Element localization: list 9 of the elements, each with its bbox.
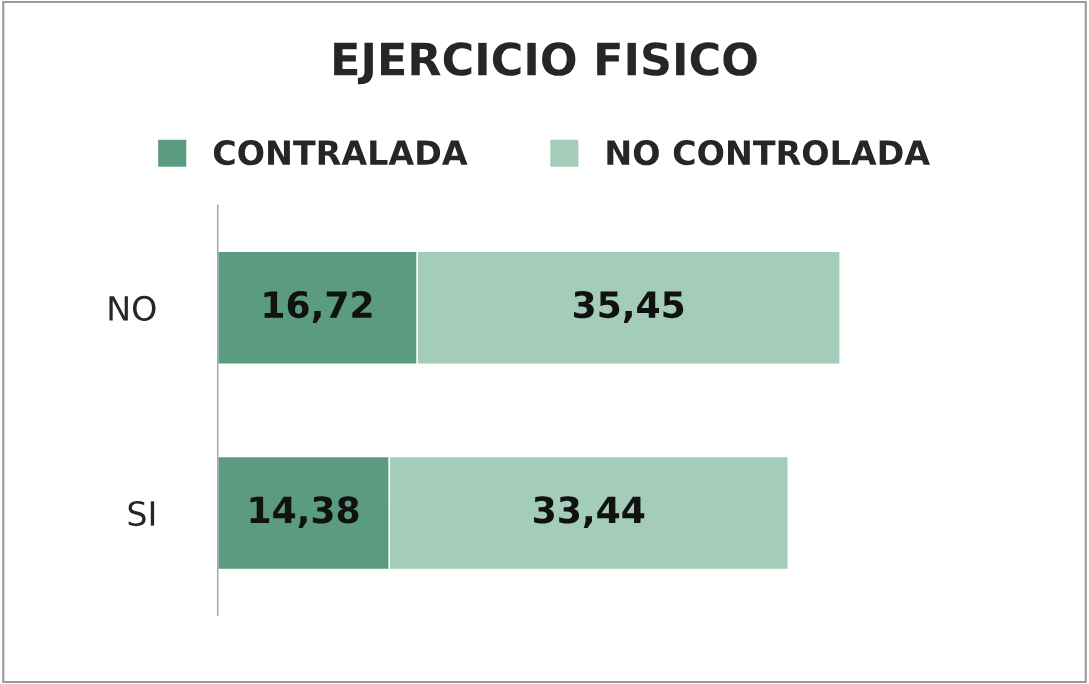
data-label: 33,44 (534, 496, 645, 529)
legend-label: CONTRALADA (213, 140, 468, 166)
data-label: 14,38 (250, 496, 359, 529)
legend-label: NO CONTROLADA (607, 140, 930, 166)
y-tick-label: NO (109, 295, 156, 321)
chart-title: EJERCICIO FISICO (334, 42, 757, 85)
data-label: 35,45 (573, 290, 684, 323)
y-tick-label: SI (128, 500, 155, 527)
data-label: 16,72 (264, 290, 372, 323)
